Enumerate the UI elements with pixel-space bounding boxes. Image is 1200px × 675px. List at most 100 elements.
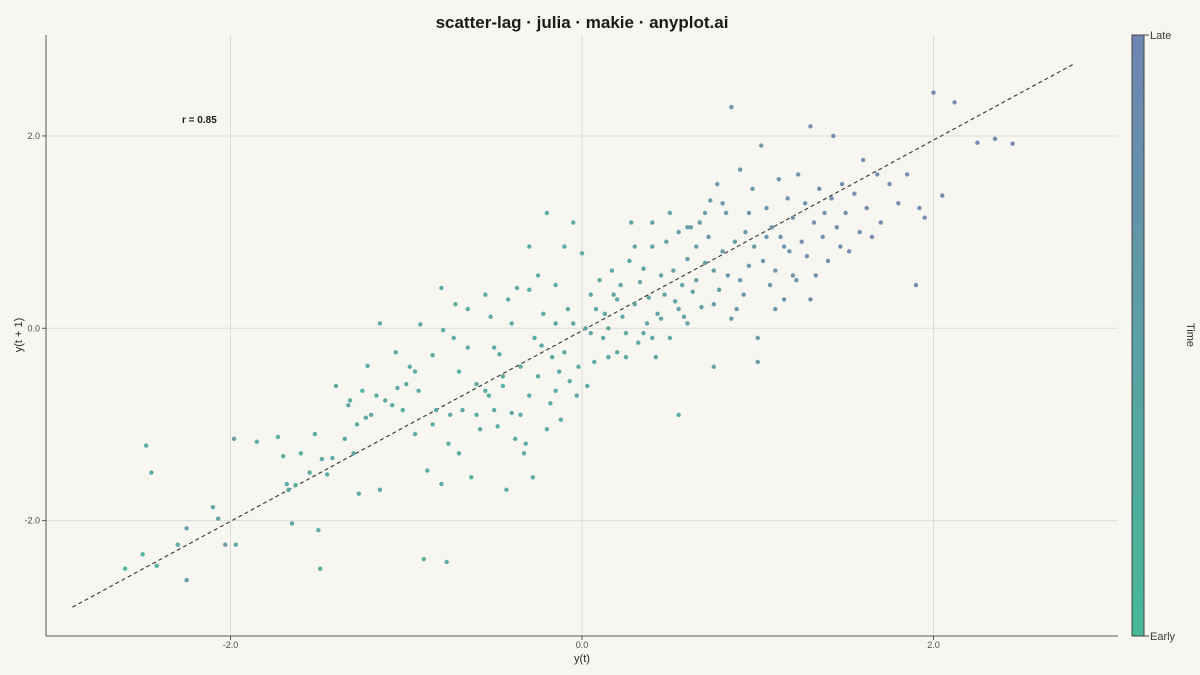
data-point [764, 234, 769, 240]
data-point [553, 321, 558, 326]
data-point [293, 482, 298, 488]
data-point [746, 210, 752, 216]
data-point [571, 220, 576, 225]
data-point [759, 143, 764, 148]
data-point [469, 475, 474, 480]
data-point [846, 249, 852, 254]
data-point [799, 239, 804, 244]
data-point [831, 133, 836, 139]
data-point [820, 234, 825, 240]
data-point [286, 487, 291, 493]
data-point [734, 306, 739, 312]
data-point [787, 249, 792, 254]
data-point [737, 278, 743, 283]
data-point [606, 354, 611, 360]
data-point [852, 191, 857, 196]
data-point [456, 369, 462, 374]
data-point [653, 354, 659, 360]
tick-labels: -2.0 0.0 2.0 -2.0 0.0 2.0 [24, 131, 939, 650]
data-point [644, 321, 650, 326]
data-point [122, 566, 128, 571]
data-point [430, 353, 435, 358]
data-point [795, 172, 801, 177]
data-point [324, 472, 330, 477]
data-point [565, 306, 571, 312]
data-point [685, 321, 690, 326]
data-point [887, 181, 892, 187]
data-point [720, 249, 725, 254]
data-point [425, 468, 430, 473]
data-point [523, 441, 528, 446]
data-point [576, 364, 581, 369]
data-point [743, 229, 748, 235]
data-point [725, 273, 731, 278]
data-point [773, 306, 778, 312]
data-point [354, 422, 360, 427]
data-point [184, 578, 189, 583]
data-point [418, 322, 423, 327]
data-point [307, 470, 312, 475]
data-point [412, 431, 418, 437]
data-point [567, 378, 572, 384]
x-axis-label: y(t) [574, 653, 590, 665]
data-point [544, 210, 550, 216]
data-point [711, 364, 717, 369]
data-point [439, 285, 444, 291]
data-point [535, 374, 541, 379]
data-point [231, 436, 237, 442]
data-point [275, 434, 281, 440]
correlation-annotation: r = 0.85 [182, 115, 217, 126]
data-point [356, 491, 362, 496]
data-point [393, 350, 398, 355]
data-point [755, 359, 760, 365]
data-point [535, 273, 541, 278]
data-point [319, 456, 325, 462]
y-tick-label: 0.0 [27, 323, 40, 333]
data-point [571, 321, 576, 326]
data-point [781, 297, 787, 302]
data-point [808, 297, 813, 302]
data-point [940, 193, 945, 198]
data-point [558, 417, 564, 422]
data-point [611, 292, 616, 297]
chart-title: scatter-lag · julia · makie · anyplot.ai [436, 13, 729, 32]
data-point [500, 383, 506, 389]
data-point [562, 350, 567, 355]
data-point [530, 475, 535, 480]
data-point [553, 388, 558, 393]
data-point [363, 415, 369, 420]
data-point [416, 388, 421, 393]
data-point [752, 244, 757, 249]
data-point [729, 104, 734, 110]
data-point [650, 220, 655, 225]
data-point [904, 172, 910, 177]
data-point [632, 302, 637, 307]
x-tick-label: -2.0 [223, 640, 239, 650]
data-point [505, 297, 511, 302]
data-point [975, 140, 980, 145]
data-point [495, 424, 500, 429]
data-point [574, 393, 579, 398]
data-point [390, 403, 395, 408]
data-point [486, 393, 492, 398]
y-axis-label: y(t + 1) [13, 318, 25, 353]
data-point [346, 403, 351, 408]
data-point [351, 451, 356, 456]
data-point [210, 504, 216, 510]
data-point [790, 215, 796, 220]
data-point [549, 354, 555, 360]
data-point [184, 526, 189, 531]
data-point [711, 268, 717, 273]
colorbar-high-label: Late [1150, 30, 1171, 42]
data-point [790, 273, 796, 278]
data-point [658, 273, 664, 278]
data-point [500, 374, 506, 379]
data-point [614, 350, 620, 355]
data-point [453, 302, 458, 307]
data-point [629, 220, 634, 225]
data-point [694, 244, 699, 249]
data-point [284, 481, 289, 487]
data-point [368, 412, 374, 418]
data-point [404, 381, 409, 387]
data-point [646, 295, 651, 300]
